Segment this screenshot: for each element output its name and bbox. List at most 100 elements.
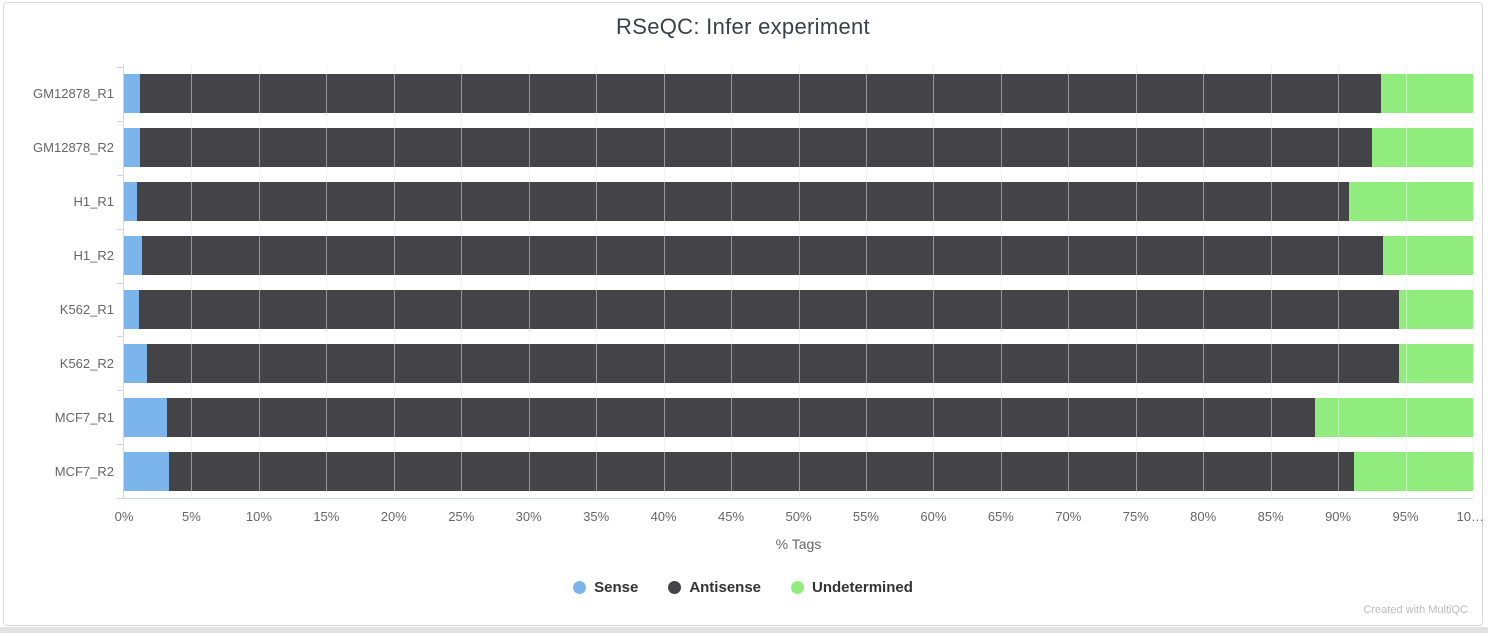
y-axis-tick — [117, 174, 124, 176]
y-axis-tick — [117, 282, 124, 284]
bar-segment-undetermined[interactable] — [1315, 397, 1473, 437]
y-axis-tick — [117, 498, 124, 499]
bar-segment-sense[interactable] — [124, 236, 142, 276]
legend-marker-icon — [791, 581, 805, 594]
bar-segment-undetermined[interactable] — [1398, 343, 1473, 383]
x-axis-tick-label: 10% — [245, 509, 272, 524]
x-axis-tick-label: 50% — [785, 509, 812, 524]
bar-segment-sense[interactable] — [124, 289, 139, 329]
bar-segment-antisense[interactable] — [137, 182, 1349, 222]
bar-segment-sense[interactable] — [124, 451, 169, 491]
x-axis-tick-label: 55% — [852, 509, 879, 524]
bar-track — [124, 74, 1473, 114]
bar-segment-antisense[interactable] — [141, 236, 1383, 276]
y-axis-label: GM12878_R1 — [33, 86, 114, 102]
x-axis-tick-label: 20% — [380, 509, 407, 524]
bar-track — [124, 128, 1473, 168]
bar-segment-undetermined[interactable] — [1371, 128, 1473, 168]
legend: Sense Antisense Undetermined — [4, 579, 1482, 596]
bar-track — [124, 236, 1473, 276]
watermark: Created with MultiQC — [1363, 604, 1468, 616]
gridline — [1473, 64, 1474, 498]
x-axis-tick-label: 85% — [1257, 509, 1284, 524]
bar-segment-undetermined[interactable] — [1348, 182, 1473, 222]
bar-segment-undetermined[interactable] — [1354, 451, 1473, 491]
plot-area — [117, 64, 1474, 499]
x-axis-tick-label: 65% — [987, 509, 1014, 524]
x-axis-tick-label: 60% — [920, 509, 947, 524]
legend-label: Antisense — [689, 579, 762, 596]
y-axis-tick — [117, 228, 124, 230]
x-axis-tick-label: 35% — [583, 509, 610, 524]
bar-segment-antisense[interactable] — [168, 451, 1355, 491]
bar-segment-sense[interactable] — [124, 397, 168, 437]
y-axis-label: K562_R2 — [59, 355, 114, 371]
legend-marker-icon — [573, 581, 587, 594]
x-axis-tick-label: 70% — [1055, 509, 1082, 524]
x-axis-tick-label: 30% — [515, 509, 542, 524]
x-axis-title: % Tags — [775, 536, 822, 552]
y-axis-tick — [117, 444, 124, 446]
x-axis-tick-label: 75% — [1122, 509, 1149, 524]
legend-label: Sense — [594, 579, 639, 596]
legend-marker-icon — [668, 581, 682, 594]
y-axis-label: H1_R1 — [73, 194, 114, 210]
bar-segment-sense[interactable] — [124, 128, 141, 168]
x-axis-tick-label: 45% — [718, 509, 745, 524]
bar-track — [124, 182, 1473, 222]
y-axis-labels: GM12878_R1 GM12878_R2 H1_R1 H1_R2 K562_R1 K56… — [4, 67, 114, 498]
legend-item-sense[interactable]: Sense — [573, 579, 638, 596]
bar-segment-antisense[interactable] — [140, 74, 1382, 114]
y-axis-line — [123, 64, 124, 498]
legend-item-antisense[interactable]: Antisense — [668, 579, 761, 596]
plot-card: RSeQC: Infer experiment GM12878_R1 GM1287… — [3, 2, 1484, 626]
bar-segment-antisense[interactable] — [138, 289, 1399, 329]
gridline — [1473, 64, 1474, 498]
bar-row — [124, 390, 1473, 444]
bar-track — [124, 289, 1473, 329]
horizontal-scrollbar-track[interactable] — [0, 627, 1488, 633]
bar-segment-antisense[interactable] — [140, 128, 1372, 168]
y-axis-label: MCF7_R1 — [54, 409, 114, 425]
x-axis-tick-label: 25% — [448, 509, 475, 524]
bar-row — [124, 121, 1473, 175]
y-axis-tick — [117, 336, 124, 338]
y-axis-label: K562_R1 — [59, 301, 114, 317]
y-axis-label: GM12878_R2 — [33, 140, 114, 156]
y-axis-tick — [117, 120, 124, 122]
bar-segment-antisense[interactable] — [146, 343, 1399, 383]
bar-segment-undetermined[interactable] — [1382, 236, 1473, 276]
bar-row — [124, 444, 1473, 498]
legend-item-undetermined[interactable]: Undetermined — [791, 579, 913, 596]
legend-label: Undetermined — [812, 579, 913, 596]
bar-segment-sense[interactable] — [124, 182, 138, 222]
bar-row — [124, 67, 1473, 121]
bar-track — [124, 451, 1473, 491]
bar-segment-undetermined[interactable] — [1398, 289, 1473, 329]
y-axis-tick — [117, 67, 124, 68]
bar-segment-sense[interactable] — [124, 343, 147, 383]
x-axis-tick-labels: 0% 5% 10% 15% 20% 25% 30% 35% 40% 45% 50% 55% 60% 65%… — [115, 509, 1484, 527]
bar-track — [124, 343, 1473, 383]
x-axis-line — [123, 498, 1473, 499]
bar-segment-undetermined[interactable] — [1381, 74, 1473, 114]
x-axis-tick-label: 5% — [182, 509, 201, 524]
bar-row — [124, 336, 1473, 390]
bar-rows — [124, 67, 1473, 498]
x-axis-tick-label: 80% — [1190, 509, 1217, 524]
bar-row — [124, 229, 1473, 283]
y-axis-label: MCF7_R2 — [54, 463, 114, 479]
x-axis-tick-label: 95% — [1392, 509, 1419, 524]
bar-row — [124, 283, 1473, 337]
bar-segment-sense[interactable] — [124, 74, 141, 114]
chart-title: RSeQC: Infer experiment — [616, 14, 870, 39]
x-axis-tick-label: 40% — [650, 509, 677, 524]
x-axis-tick-label: 15% — [313, 509, 340, 524]
y-axis-label: H1_R2 — [73, 248, 114, 264]
x-axis-tick-label: 90% — [1325, 509, 1352, 524]
y-axis-tick — [117, 390, 124, 392]
x-axis-tick-label: 0% — [114, 509, 134, 524]
bar-segment-antisense[interactable] — [167, 397, 1316, 437]
bar-row — [124, 175, 1473, 229]
bar-track — [124, 397, 1473, 437]
